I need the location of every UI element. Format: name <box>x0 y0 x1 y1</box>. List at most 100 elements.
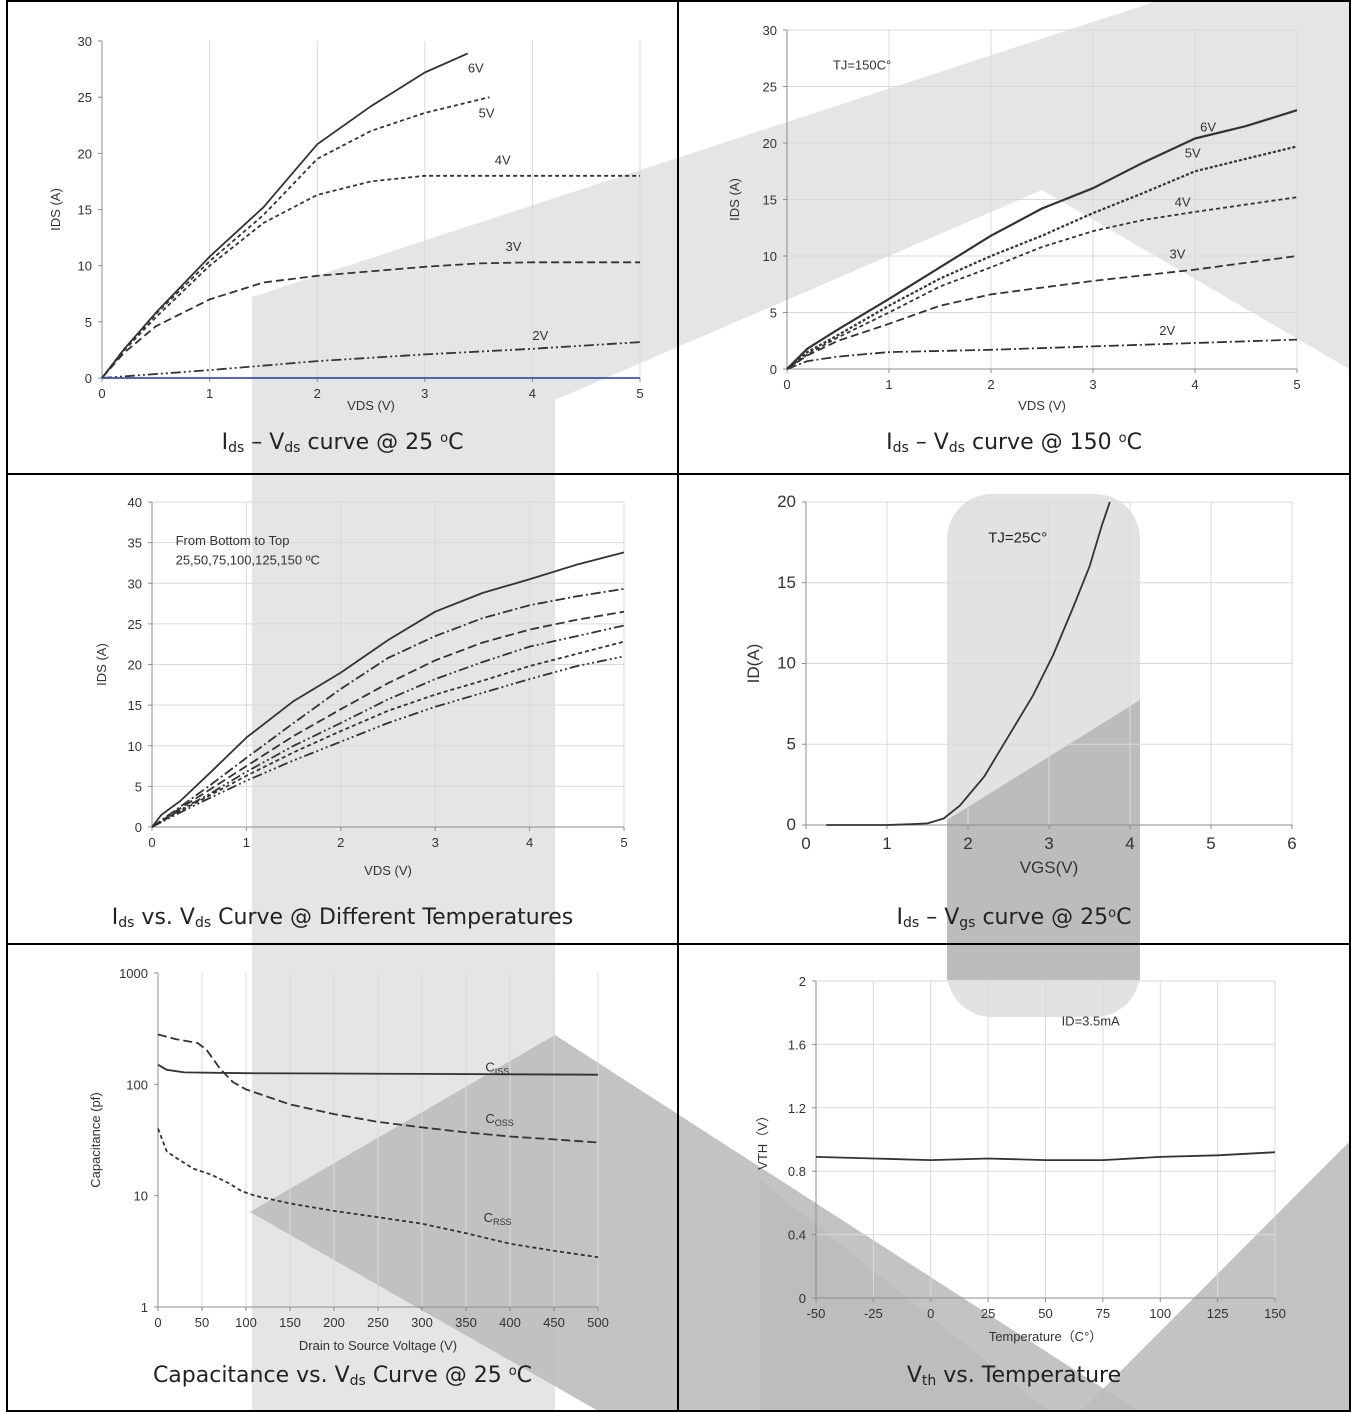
x-axis-label: Drain to Source Voltage (V) <box>299 1338 457 1353</box>
y-tick-label: 0.8 <box>788 1164 806 1179</box>
y-tick-label: 20 <box>78 146 92 161</box>
y-axis-label: IDS (A) <box>48 188 63 231</box>
x-tick-label: 1 <box>882 834 891 853</box>
y-tick-label: 20 <box>763 136 777 151</box>
x-tick-label: 3 <box>421 386 428 401</box>
y-tick-label: 15 <box>78 203 92 218</box>
y-tick-label: 30 <box>78 34 92 49</box>
caption-ids-vgs-25: Ids – Vgs curve @ 25oC <box>896 905 1132 931</box>
y-tick-label: 10 <box>134 1189 148 1204</box>
x-tick-label: 125 <box>1207 1306 1229 1321</box>
chart-capacitance: 0 50 100 150 200 250 300 350 400 450 500 1 10 100 1000… <box>88 966 609 1353</box>
x-tick-label: 450 <box>543 1315 565 1330</box>
x-tick-label: 4 <box>1191 377 1198 392</box>
x-tick-label: 2 <box>314 386 321 401</box>
caption-ids-vds-temps: Ids vs. Vds Curve @ Different Temperatur… <box>111 905 574 931</box>
y-tick-label: 25 <box>763 80 777 95</box>
y-tick-label: 2 <box>799 974 806 989</box>
watermark-shape-bottom-right <box>760 1180 1050 1412</box>
y-tick-label: 5 <box>135 779 142 794</box>
y-tick-label: 5 <box>85 315 92 330</box>
x-tick-label: 1 <box>206 386 213 401</box>
y-tick-label: 10 <box>78 259 92 274</box>
annotation-text: TJ=150C° <box>833 58 891 73</box>
x-tick-label: 3 <box>432 835 439 850</box>
y-tick-label: 10 <box>777 654 796 673</box>
x-tick-label: 350 <box>455 1315 477 1330</box>
y-tick-label: 25 <box>78 90 92 105</box>
x-tick-label: 6 <box>1287 834 1296 853</box>
watermark-rect-dark-part <box>947 700 1140 980</box>
y-tick-label: 1.2 <box>788 1101 806 1116</box>
caption-ids-vds-25: Ids – Vds curve @ 25 oC <box>221 430 464 456</box>
x-axis-label: VDS (V) <box>364 863 412 878</box>
y-tick-label: 30 <box>128 576 142 591</box>
y-tick-label: 0 <box>787 815 796 834</box>
x-tick-label: 4 <box>1125 834 1134 853</box>
y-tick-label: 20 <box>128 658 142 673</box>
x-tick-label: 5 <box>620 835 627 850</box>
y-tick-label: 0.4 <box>788 1228 806 1243</box>
y-tick-label: 25 <box>128 617 142 632</box>
x-tick-label: 1 <box>885 377 892 392</box>
x-axis-label: VDS (V) <box>1018 398 1066 413</box>
x-tick-label: 0 <box>927 1306 934 1321</box>
series-line-2v <box>786 338 1298 370</box>
x-tick-label: 3 <box>1044 834 1053 853</box>
series-line-1 <box>151 588 625 828</box>
series-line-6v <box>101 52 469 379</box>
x-tick-label: 100 <box>1149 1306 1171 1321</box>
x-tick-label: 75 <box>1096 1306 1110 1321</box>
annotation-text: From Bottom to Top <box>176 533 290 548</box>
caption-capacitance: Capacitance vs. Vds Curve @ 25 oC <box>152 1363 533 1389</box>
series-line-coss <box>157 1033 599 1144</box>
series-label: COSS <box>485 1111 513 1128</box>
y-tick-label: 5 <box>787 734 796 753</box>
series-line-2 <box>151 610 625 828</box>
y-axis-label: IDS (A) <box>94 643 109 686</box>
panel-ids-vds-25: 0 1 2 3 4 5 0 5 10 15 20 25 30 VDS (V) IDS (A) 6V 5V 4V 3V… <box>6 0 679 475</box>
x-tick-label: 2 <box>337 835 344 850</box>
x-axis-label: Temperature（C°） <box>989 1329 1103 1344</box>
x-axis-label: VDS (V) <box>347 398 395 413</box>
y-tick-label: 15 <box>128 698 142 713</box>
x-tick-label: 2 <box>987 377 994 392</box>
annotation-text: ID=3.5mA <box>1062 1013 1120 1028</box>
x-tick-label: 50 <box>1038 1306 1052 1321</box>
y-tick-label: 15 <box>777 573 796 592</box>
annotation-text: TJ=25C° <box>988 529 1047 546</box>
series-label: 4V <box>1175 194 1191 209</box>
y-tick-label: 35 <box>128 536 142 551</box>
series-label: 4V <box>495 153 511 168</box>
series-line-crss <box>157 1128 599 1259</box>
y-tick-label: 1.6 <box>788 1037 806 1052</box>
y-tick-label: 0 <box>799 1291 806 1306</box>
series-line-5 <box>151 655 625 828</box>
panel-ids-vds-150: 0 1 2 3 4 5 0 5 10 15 20 25 30 VDS (V) IDS (A) 6V 5V 4V 3V… <box>677 0 1351 475</box>
y-tick-label: 1000 <box>119 966 148 981</box>
x-tick-label: 50 <box>195 1315 209 1330</box>
y-tick-label: 0 <box>135 820 142 835</box>
series-label: 6V <box>1200 120 1216 135</box>
panel-capacitance: 0 50 100 150 200 250 300 350 400 450 500 1 10 100 1000… <box>6 943 679 1412</box>
x-tick-label: -25 <box>864 1306 883 1321</box>
x-tick-label: 3 <box>1089 377 1096 392</box>
panel-vth-temperature: -50 -25 0 25 50 75 100 125 150 0 0.4 0.8 1.2 1.6 2 Temp… <box>677 943 1351 1412</box>
series-line-4v <box>101 174 640 379</box>
y-tick-label: 30 <box>763 23 777 38</box>
series-line-4 <box>151 640 625 828</box>
series-line-6v <box>786 109 1298 370</box>
series-label: 5V <box>479 105 495 120</box>
series-line-4v <box>786 196 1298 370</box>
series-label: CRSS <box>484 1210 512 1227</box>
x-tick-label: 0 <box>783 377 790 392</box>
x-tick-label: 400 <box>499 1315 521 1330</box>
series-label: 6V <box>468 60 484 75</box>
x-tick-label: 2 <box>963 834 972 853</box>
x-tick-label: 150 <box>1264 1306 1286 1321</box>
x-tick-label: 150 <box>279 1315 301 1330</box>
x-tick-label: 5 <box>1293 377 1300 392</box>
x-tick-label: 0 <box>801 834 810 853</box>
